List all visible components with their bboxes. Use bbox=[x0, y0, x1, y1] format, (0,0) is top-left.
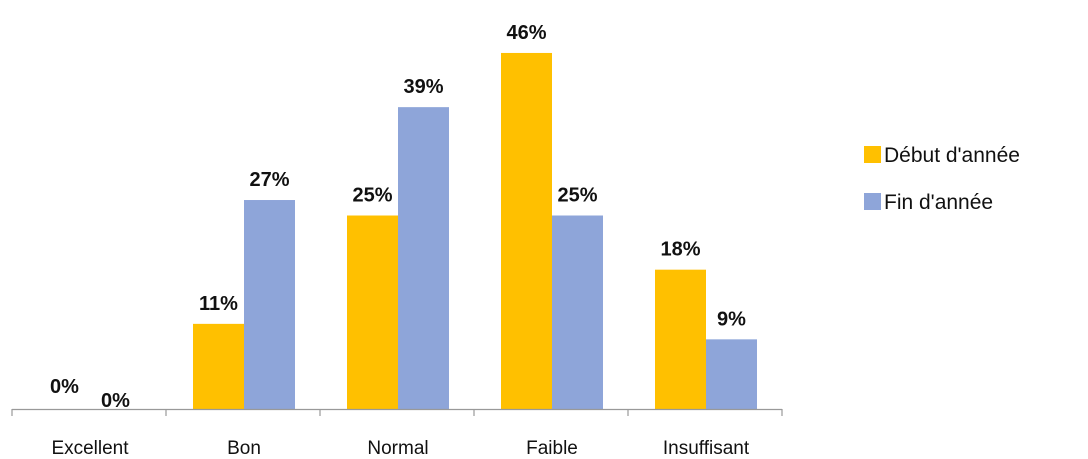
bar-debut-insuffisant bbox=[655, 269, 706, 409]
data-label-fin-insuffisant: 9% bbox=[717, 308, 746, 330]
legend-label-debut-annee: Début d'année bbox=[884, 144, 1020, 167]
bar-debut-faible bbox=[501, 52, 552, 410]
data-label-debut-normal: 25% bbox=[352, 185, 392, 207]
bar-fin-bon bbox=[244, 200, 295, 409]
bar-fin-insuffisant bbox=[706, 339, 757, 409]
data-label-debut-bon: 11% bbox=[199, 293, 238, 315]
bar-fin-normal bbox=[398, 107, 449, 409]
legend-swatch-fin-annee bbox=[864, 193, 881, 210]
data-label-debut-excellent: 0% bbox=[50, 376, 79, 398]
x-tick-label-faible: Faible bbox=[526, 438, 578, 459]
x-axis bbox=[11, 408, 783, 416]
data-label-fin-excellent: 0% bbox=[101, 390, 130, 412]
legend-swatch-debut-annee bbox=[864, 146, 881, 163]
data-label-fin-faible: 25% bbox=[557, 185, 597, 207]
data-labels-layer: 0% 0% 11% 27% 25% 39% 46% 25% 18% 9% bbox=[50, 22, 746, 412]
legend-label-fin-annee: Fin d'année bbox=[884, 191, 993, 214]
data-label-fin-bon: 27% bbox=[249, 169, 289, 191]
bar-fin-faible bbox=[552, 215, 603, 409]
bar-debut-normal bbox=[347, 215, 398, 409]
data-label-debut-faible: 46% bbox=[506, 22, 546, 44]
bars-layer bbox=[193, 52, 757, 410]
bar-debut-bon bbox=[193, 323, 244, 409]
x-tick-label-normal: Normal bbox=[367, 438, 428, 459]
x-tick-label-insuffisant: Insuffisant bbox=[663, 438, 750, 459]
legend: Début d'année Fin d'année bbox=[864, 144, 1020, 214]
x-tick-label-bon: Bon bbox=[227, 438, 261, 459]
data-label-debut-insuffisant: 18% bbox=[660, 239, 700, 261]
x-tick-label-excellent: Excellent bbox=[51, 438, 129, 459]
x-tick-labels: Excellent Bon Normal Faible Insuffisant bbox=[51, 438, 749, 459]
data-label-fin-normal: 39% bbox=[403, 76, 443, 98]
